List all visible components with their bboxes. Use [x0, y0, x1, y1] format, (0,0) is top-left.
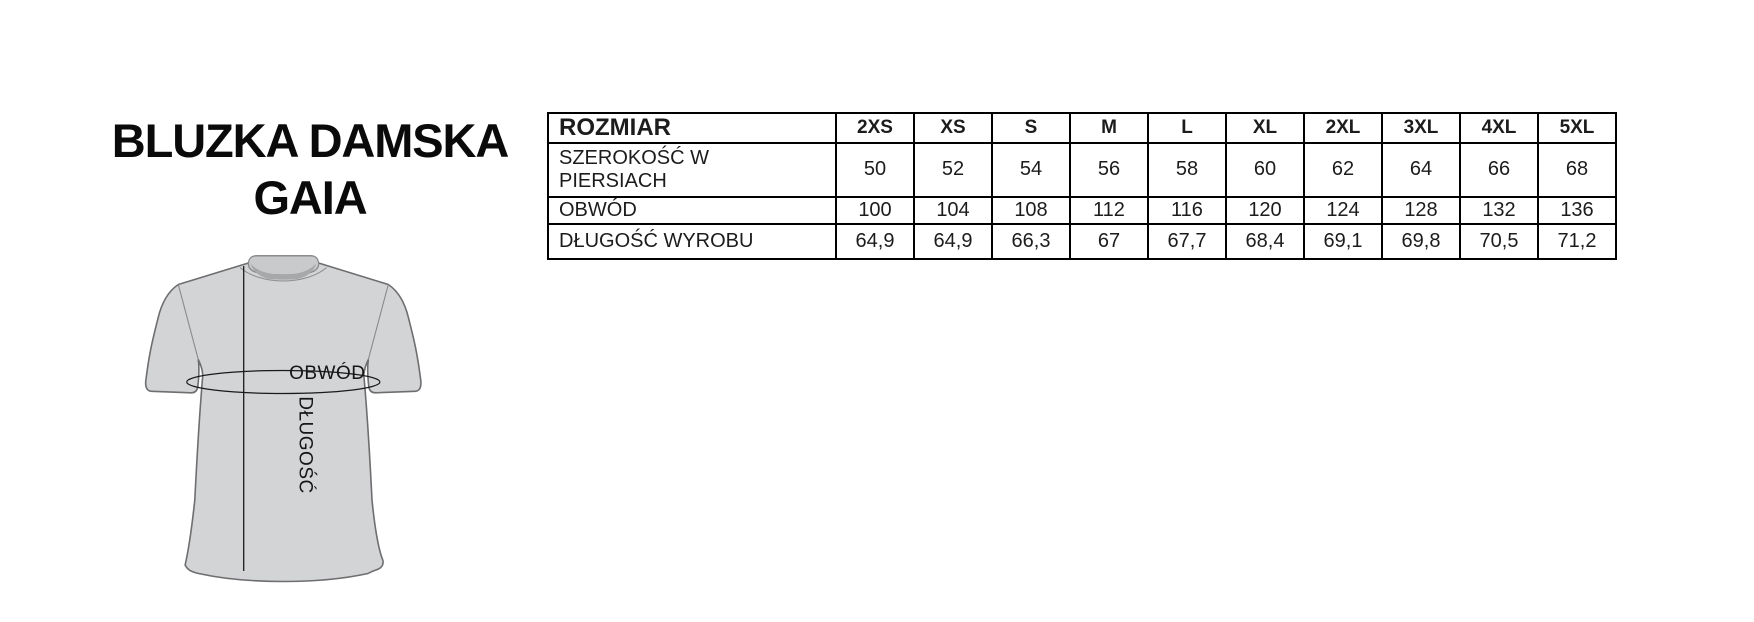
svg-text:OBWÓD: OBWÓD [289, 362, 365, 384]
svg-text:DŁUGOŚĆ: DŁUGOŚĆ [295, 396, 317, 493]
